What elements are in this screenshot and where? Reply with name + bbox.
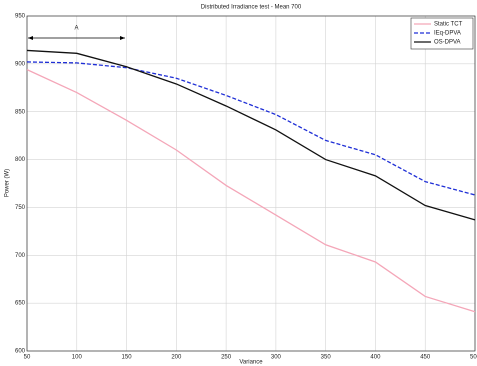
x-tick-label: 200 <box>171 355 182 361</box>
series-line <box>26 69 476 313</box>
y-tick-label: 900 <box>15 61 26 67</box>
legend-label: Static TCT <box>434 22 463 28</box>
legend-label: OS-DPVA <box>434 40 461 46</box>
x-tick-label: 500 <box>470 355 477 361</box>
y-tick-label: 950 <box>15 14 26 20</box>
y-tick-label: 750 <box>15 205 26 211</box>
chart-title: Distributed Irradiance test - Mean 700 <box>201 5 302 11</box>
plot-frame <box>26 15 476 352</box>
annotation-text: A <box>74 26 78 32</box>
legend-label: IEq-DPVA <box>434 31 461 37</box>
x-axis-label: Variance <box>239 360 263 366</box>
x-tick-label: 450 <box>420 355 431 361</box>
x-tick-label: 100 <box>72 355 83 361</box>
x-tick-label: 300 <box>271 355 282 361</box>
x-tick-label: 150 <box>122 355 133 361</box>
x-tick-label: 250 <box>221 355 232 361</box>
y-axis-label: Power (W) <box>5 169 11 197</box>
series-line <box>26 49 476 221</box>
x-tick-label: 50 <box>24 355 31 361</box>
y-tick-label: 800 <box>15 157 26 163</box>
x-tick-label: 350 <box>321 355 332 361</box>
x-tick-label: 400 <box>370 355 381 361</box>
y-tick-label: 850 <box>15 109 26 115</box>
y-tick-label: 700 <box>15 253 26 259</box>
y-tick-label: 650 <box>15 301 26 307</box>
y-tick-label: 600 <box>15 349 26 355</box>
series-line <box>26 61 476 196</box>
